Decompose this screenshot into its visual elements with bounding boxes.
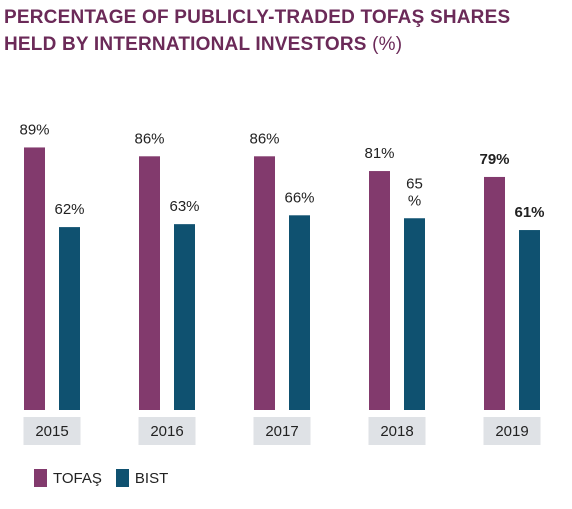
category-label-bg-2017 — [253, 417, 311, 445]
chart-title: PERCENTAGE OF PUBLICLY-TRADED TOFAŞ SHAR… — [4, 4, 564, 58]
value-label-tofa--2016: 86% — [134, 130, 164, 147]
chart-legend: TOFAŞ BIST — [34, 469, 182, 487]
legend-item-bist: BIST — [115, 469, 169, 487]
chart-title-text: PERCENTAGE OF PUBLICLY-TRADED TOFAŞ SHAR… — [4, 7, 511, 55]
value-label-tofa--2018: 81% — [364, 145, 394, 162]
value-label-bist-2019: 61% — [514, 204, 544, 221]
legend-swatch-tofas — [34, 469, 47, 487]
category-label-2017: 2017 — [265, 423, 298, 440]
category-label-2018: 2018 — [380, 423, 413, 440]
bar-tofa--2017 — [254, 156, 275, 410]
category-label-bg-2019 — [483, 417, 541, 445]
legend-label-tofas: TOFAŞ — [53, 469, 102, 487]
value-label-bist-2018: 65% — [406, 175, 423, 209]
value-label-bist-2015: 62% — [54, 201, 84, 218]
bar-bist-2019 — [519, 230, 540, 410]
legend-item-tofas: TOFAŞ — [34, 469, 102, 487]
bar-bist-2018 — [404, 218, 425, 410]
chart-title-unit: (%) — [372, 34, 403, 55]
bar-tofa--2015 — [24, 147, 45, 410]
value-label-tofa--2015: 89% — [19, 121, 49, 138]
bar-bist-2016 — [174, 224, 195, 410]
category-label-2016: 2016 — [150, 423, 183, 440]
value-label-bist-2017: 66% — [284, 189, 314, 206]
legend-swatch-bist — [115, 469, 129, 487]
bar-tofa--2016 — [139, 156, 160, 410]
legend-label-bist: BIST — [134, 469, 169, 487]
bar-tofa--2019 — [484, 176, 505, 410]
value-label-tofa--2017: 86% — [249, 130, 279, 147]
bar-bist-2015 — [59, 227, 80, 410]
bar-bist-2017 — [289, 215, 310, 410]
category-label-bg-2018 — [368, 417, 426, 445]
value-label-tofa--2019: 79% — [479, 151, 509, 168]
category-label-2015: 2015 — [35, 423, 68, 440]
category-label-2019: 2019 — [495, 423, 528, 440]
category-label-bg-2015 — [23, 417, 81, 445]
bar-tofa--2018 — [369, 171, 390, 410]
value-label-bist-2016: 63% — [169, 198, 199, 215]
category-label-bg-2016 — [138, 417, 196, 445]
